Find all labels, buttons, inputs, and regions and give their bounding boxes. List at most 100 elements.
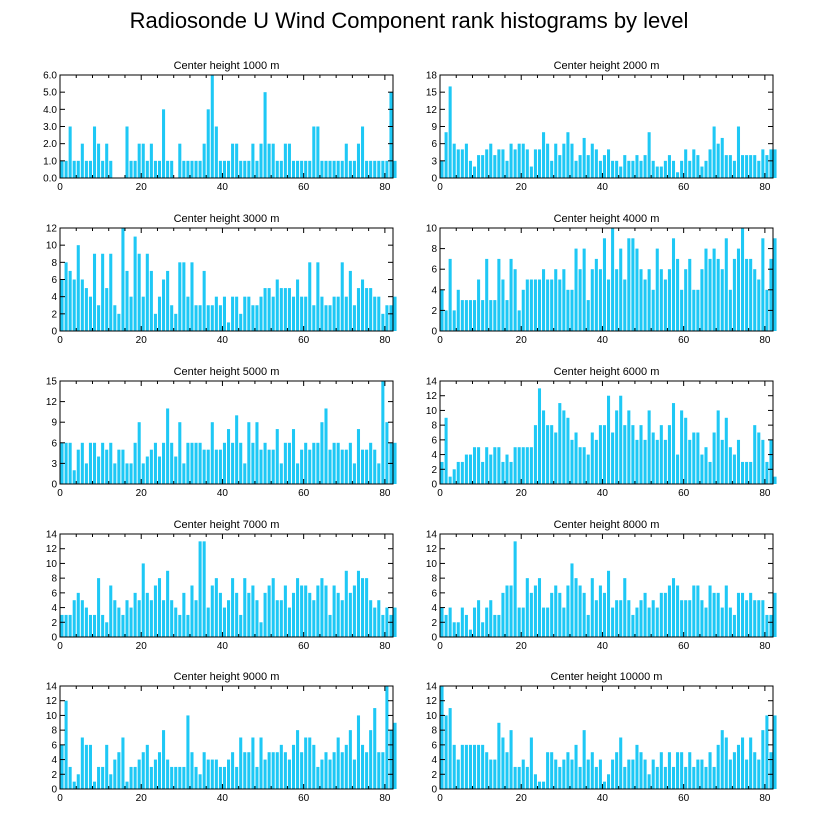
bar <box>728 607 732 637</box>
bar <box>558 592 562 637</box>
bar <box>222 296 226 331</box>
y-tick-label: 4 <box>431 450 437 461</box>
bar <box>214 449 218 484</box>
bar <box>676 752 680 789</box>
bar <box>332 752 336 789</box>
bar <box>198 442 202 484</box>
bar <box>231 578 235 637</box>
bar <box>745 759 749 789</box>
y-tick-label: 14 <box>426 377 438 388</box>
bar <box>348 730 352 789</box>
bar <box>235 766 239 789</box>
plot-frame <box>59 685 394 790</box>
bar <box>356 143 361 178</box>
x-tick-label: 80 <box>759 182 771 193</box>
bar <box>227 322 231 331</box>
bar <box>190 752 194 789</box>
x-tick-label: 0 <box>437 641 443 652</box>
bar <box>170 305 174 331</box>
bar <box>736 126 741 178</box>
bar <box>385 305 389 331</box>
y-tick-label: 0 <box>51 785 57 796</box>
histogram-panel-7: Center height 7000 m 0 20 40 60 80 0 2 4 6 8 10 12 14 <box>46 519 397 652</box>
bar <box>594 149 598 178</box>
bar <box>133 236 137 331</box>
bar <box>283 143 287 178</box>
bar <box>105 449 109 484</box>
bar <box>720 137 724 178</box>
panel-title: Center height 7000 m <box>174 519 280 531</box>
bar <box>688 600 692 637</box>
bar <box>485 752 489 789</box>
bar <box>513 269 517 331</box>
bar <box>145 160 149 178</box>
bar <box>166 408 170 484</box>
bar <box>251 305 255 331</box>
bar <box>259 296 263 331</box>
bar <box>716 143 720 178</box>
bar <box>239 737 243 789</box>
bar <box>574 248 578 331</box>
bar <box>361 449 365 484</box>
bar <box>720 607 724 637</box>
y-tick-label: 9 <box>431 122 437 133</box>
y-tick-label: 10 <box>426 711 438 722</box>
y-tick-label: 6 <box>51 588 57 599</box>
bar <box>133 592 137 637</box>
bar <box>578 447 582 484</box>
bar <box>635 744 639 789</box>
y-tick-label: 10 <box>46 241 58 252</box>
bar <box>263 759 267 789</box>
bar <box>566 752 570 789</box>
bar <box>537 149 542 178</box>
bar <box>594 600 598 637</box>
bar <box>137 600 141 637</box>
bar <box>190 160 194 178</box>
bar <box>586 614 590 637</box>
x-tick-label: 80 <box>759 641 771 652</box>
bar <box>291 744 296 789</box>
bar <box>464 143 468 178</box>
bar <box>352 463 356 484</box>
bar <box>704 766 708 789</box>
y-tick-label: 2 <box>51 309 57 320</box>
bar <box>68 614 72 637</box>
bar <box>64 160 68 178</box>
bar <box>659 166 663 178</box>
bar <box>582 248 586 331</box>
bar <box>214 759 218 789</box>
bar <box>680 289 684 331</box>
bar <box>72 470 76 484</box>
bar <box>590 752 594 789</box>
y-tick-label: 4 <box>51 603 57 614</box>
bar <box>109 160 113 178</box>
bar <box>304 585 308 637</box>
y-tick-label: 2 <box>431 618 437 629</box>
bar <box>157 752 162 789</box>
bar <box>460 461 464 484</box>
x-tick-label: 40 <box>597 182 609 193</box>
bar <box>505 454 509 484</box>
bar <box>320 578 324 637</box>
bar <box>344 744 348 789</box>
bar <box>688 160 692 178</box>
bar <box>558 155 562 178</box>
bar <box>235 296 239 331</box>
bar <box>635 607 639 637</box>
bar <box>533 774 537 789</box>
bar <box>562 607 566 637</box>
bar <box>607 570 611 637</box>
bar <box>393 296 397 331</box>
bar <box>749 258 753 331</box>
bar <box>481 461 485 484</box>
bar <box>635 248 639 331</box>
x-tick-label: 80 <box>759 793 771 804</box>
bar <box>619 248 623 331</box>
bar <box>525 149 529 178</box>
bar <box>460 607 464 637</box>
bar <box>704 607 708 637</box>
bar <box>631 160 635 178</box>
bar <box>493 300 497 331</box>
bar <box>533 585 537 637</box>
bar <box>655 607 659 637</box>
